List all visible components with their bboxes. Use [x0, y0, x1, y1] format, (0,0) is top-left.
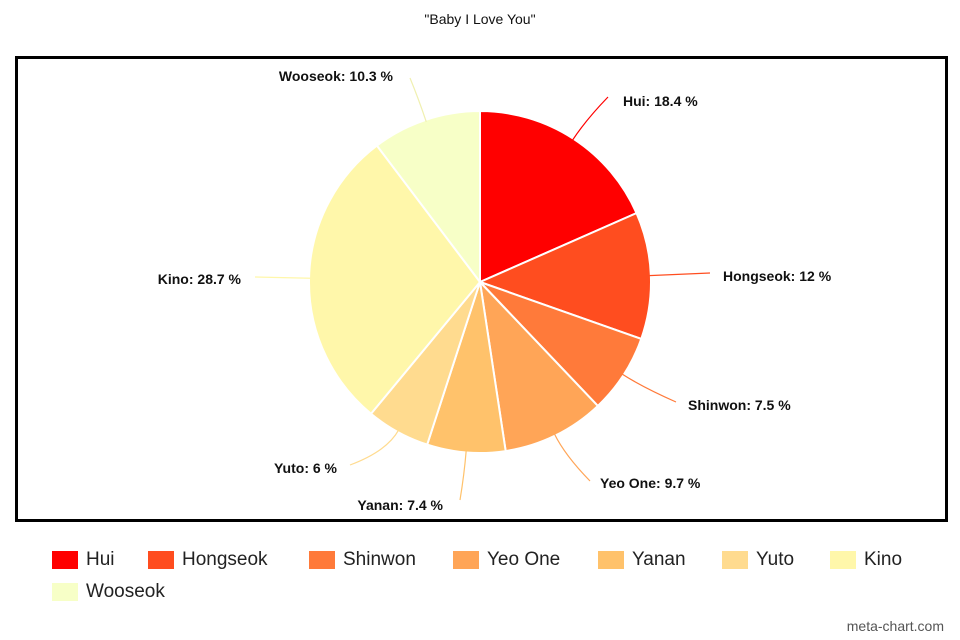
legend-label: Yanan: [632, 549, 686, 570]
data-label-wooseok: Wooseok: 10.3 %: [279, 68, 394, 84]
legend-label: Yuto: [756, 549, 795, 570]
legend-label: Yeo One: [487, 549, 561, 570]
leader-line-hui: [571, 96, 609, 141]
leader-line-hongseok: [648, 272, 711, 277]
data-label-yanan: Yanan: 7.4 %: [357, 497, 443, 513]
leader-line-wooseok: [409, 77, 427, 122]
leader-line-yanan: [459, 450, 467, 501]
data-label-hui: Hui: 18.4 %: [623, 93, 698, 109]
legend-item-yuto: Yuto: [722, 547, 794, 573]
legend-swatch: [830, 551, 856, 569]
legend-label: Hongseok: [182, 549, 268, 570]
legend-label: Wooseok: [86, 581, 165, 602]
legend-label: Hui: [86, 549, 115, 570]
legend-swatch: [52, 583, 78, 601]
legend-item-hui: Hui: [52, 547, 115, 573]
legend-swatch: [722, 551, 748, 569]
legend-item-yanan: Yanan: [598, 547, 686, 573]
legend-swatch: [148, 551, 174, 569]
legend-label: Shinwon: [343, 549, 416, 570]
legend-label: Kino: [864, 549, 903, 570]
legend-item-hongseok: Hongseok: [148, 547, 268, 573]
data-label-yuto: Yuto: 6 %: [274, 460, 338, 476]
leader-line-kino: [254, 276, 312, 279]
chart-title: "Baby I Love You": [424, 11, 536, 27]
data-label-yeo-one: Yeo One: 9.7 %: [600, 475, 701, 491]
watermark: meta-chart.com: [846, 618, 944, 634]
data-label-kino: Kino: 28.7 %: [158, 271, 242, 287]
legend-item-shinwon: Shinwon: [309, 547, 416, 573]
data-label-hongseok: Hongseok: 12 %: [723, 268, 832, 284]
legend-swatch: [598, 551, 624, 569]
leader-line-shinwon: [621, 373, 677, 403]
legend-swatch: [52, 551, 78, 569]
legend-item-kino: Kino: [830, 547, 902, 573]
legend-item-yeo-one: Yeo One: [453, 547, 560, 573]
leader-line-yeo-one: [553, 433, 591, 482]
chart-frame: [15, 56, 948, 522]
legend-swatch: [309, 551, 335, 569]
leader-line-yuto: [349, 429, 400, 466]
legend-item-wooseok: Wooseok: [52, 579, 165, 605]
legend-swatch: [453, 551, 479, 569]
data-label-shinwon: Shinwon: 7.5 %: [688, 397, 791, 413]
